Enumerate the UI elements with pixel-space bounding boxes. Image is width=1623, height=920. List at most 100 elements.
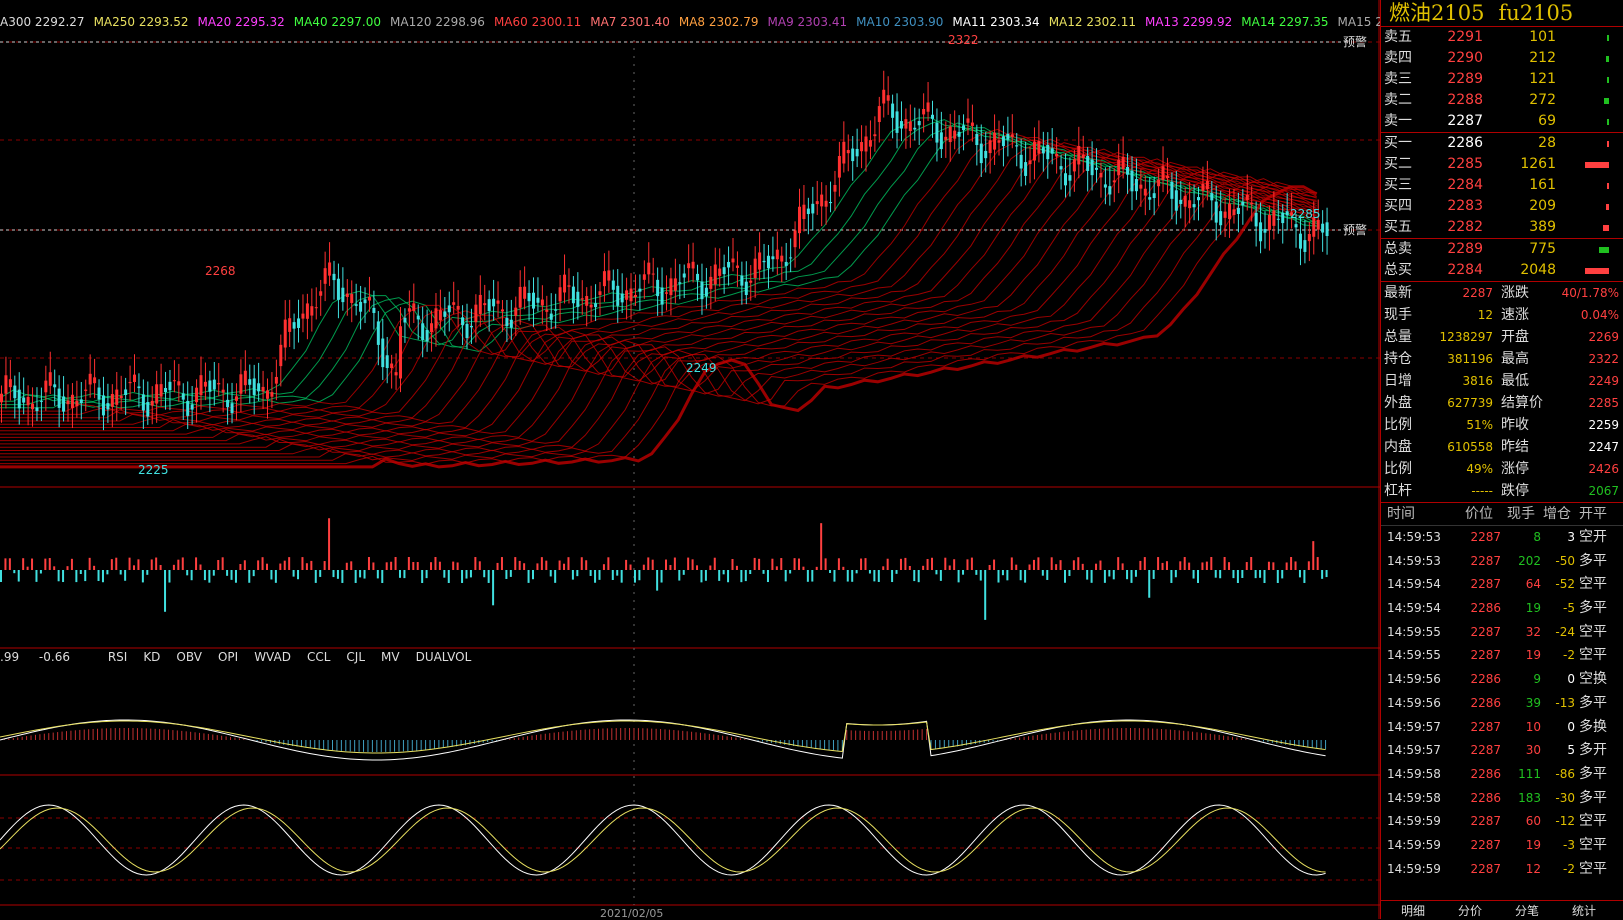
indicator-tab-opi[interactable]: OPI xyxy=(218,650,238,664)
indicator-tab-kd[interactable]: KD xyxy=(143,650,160,664)
tick-time: 14:59:57 xyxy=(1387,739,1441,763)
tick-oi: 0 xyxy=(1541,668,1575,692)
peak-mark: 2268 xyxy=(205,264,236,278)
indicator-tab-obv[interactable]: OBV xyxy=(176,650,202,664)
order-level-row[interactable]: 买二 2285 1261 xyxy=(1381,154,1623,175)
tick-row[interactable]: 14:59:53 2287 8 3 空开 xyxy=(1381,526,1623,550)
order-level-row[interactable]: 卖五 2291 101 xyxy=(1381,27,1623,48)
stat-value: 49% xyxy=(1421,458,1493,480)
ma-label: MA15 2294.74 xyxy=(1338,15,1380,29)
order-level-row[interactable]: 总卖 2289 775 xyxy=(1381,239,1623,260)
level-qty-bar xyxy=(1604,98,1609,104)
level-name: 买四 xyxy=(1384,196,1412,217)
tick-price: 2287 xyxy=(1447,716,1501,740)
indicator-tab-dualvol[interactable]: DUALVOL xyxy=(416,650,472,664)
tick-time: 14:59:54 xyxy=(1387,597,1441,621)
stat-row: 杠杆 ----- 跌停 2067 xyxy=(1381,480,1623,502)
tick-vol: 19 xyxy=(1501,597,1541,621)
tick-kind: 多平 xyxy=(1579,787,1607,811)
level-name: 总卖 xyxy=(1384,239,1412,260)
order-level-row[interactable]: 卖一 2287 69 xyxy=(1381,111,1623,132)
stat-label: 涨停 xyxy=(1501,458,1529,480)
stat-label: 比例 xyxy=(1384,458,1412,480)
indicator-tab-mv[interactable]: MV xyxy=(381,650,400,664)
stat-label: 日增 xyxy=(1384,370,1412,392)
level-qty-bar xyxy=(1599,247,1609,253)
stat-value: 0.04% xyxy=(1541,304,1619,326)
contract-name: 燃油2105 xyxy=(1389,1,1484,25)
ticks-col-time: 时间 xyxy=(1387,503,1415,525)
alert-label-bottom: 预警 xyxy=(1343,222,1367,237)
tick-oi: -5 xyxy=(1541,597,1575,621)
stat-value: 2247 xyxy=(1541,436,1619,458)
tick-list[interactable]: 14:59:53 2287 8 3 空开 14:59:53 2287 202 -50 多平 14:5… xyxy=(1381,526,1623,881)
stat-value: 40/1.78% xyxy=(1541,282,1619,304)
order-level-row[interactable]: 买一 2286 28 xyxy=(1381,133,1623,154)
panel-tab-2[interactable]: 分笔 xyxy=(1515,902,1539,919)
stat-value: 12 xyxy=(1421,304,1493,326)
stat-value: 2259 xyxy=(1541,414,1619,436)
indicator-value-2: -0.66 xyxy=(39,650,70,664)
tick-row[interactable]: 14:59:53 2287 202 -50 多平 xyxy=(1381,550,1623,574)
chart-grid xyxy=(0,0,1380,919)
order-level-row[interactable]: 买五 2282 389 xyxy=(1381,217,1623,238)
tick-row[interactable]: 14:59:57 2287 30 5 多开 xyxy=(1381,739,1623,763)
panel-tab-0[interactable]: 明细 xyxy=(1401,902,1425,919)
indicator-value-1: .99 xyxy=(0,650,19,664)
stat-label: 昨收 xyxy=(1501,414,1529,436)
tick-row[interactable]: 14:59:59 2287 60 -12 空平 xyxy=(1381,810,1623,834)
tick-row[interactable]: 14:59:54 2286 19 -5 多平 xyxy=(1381,597,1623,621)
indicator-tab-bar: .99 -0.66 RSI KD OBV OPI WVAD CCL CJL MV DUALVOL xyxy=(0,650,503,666)
indicator-lines xyxy=(0,720,1326,875)
ma-label: MA20 2295.32 xyxy=(197,15,284,29)
level-price: 2290 xyxy=(1421,48,1483,69)
order-level-row[interactable]: 卖二 2288 272 xyxy=(1381,90,1623,111)
ask-levels: 卖五 2291 101 卖四 2290 212 卖三 2289 121 卖二 2288 272 卖一 22… xyxy=(1381,27,1623,132)
tick-row[interactable]: 14:59:55 2287 19 -2 空平 xyxy=(1381,644,1623,668)
tick-row[interactable]: 14:59:57 2287 10 0 多换 xyxy=(1381,716,1623,740)
level-name: 买二 xyxy=(1384,154,1412,175)
low-mark: 2225 xyxy=(138,463,169,477)
indicator-tab-cjl[interactable]: CJL xyxy=(346,650,365,664)
quote-panel: 燃油2105 fu2105 卖五 2291 101 卖四 2290 212 卖三 2289 121… xyxy=(1380,0,1623,919)
tick-row[interactable]: 14:59:56 2286 9 0 空换 xyxy=(1381,668,1623,692)
tick-row[interactable]: 14:59:56 2286 39 -13 多平 xyxy=(1381,692,1623,716)
ma-label: MA12 2302.11 xyxy=(1049,15,1136,29)
tick-row[interactable]: 14:59:58 2286 111 -86 多平 xyxy=(1381,763,1623,787)
volume-bars xyxy=(0,518,1328,620)
indicator-tab-wvad[interactable]: WVAD xyxy=(254,650,291,664)
level-name: 买一 xyxy=(1384,133,1412,154)
order-level-row[interactable]: 买四 2283 209 xyxy=(1381,196,1623,217)
tick-vol: 12 xyxy=(1501,858,1541,882)
tick-row[interactable]: 14:59:54 2287 64 -52 空平 xyxy=(1381,573,1623,597)
tick-vol: 19 xyxy=(1501,834,1541,858)
ma-label: MA14 2297.35 xyxy=(1241,15,1328,29)
indicator-tab-rsi[interactable]: RSI xyxy=(108,650,128,664)
tick-row[interactable]: 14:59:59 2287 19 -3 空平 xyxy=(1381,834,1623,858)
order-level-row[interactable]: 卖四 2290 212 xyxy=(1381,48,1623,69)
tick-time: 14:59:55 xyxy=(1387,621,1441,645)
tick-kind: 多平 xyxy=(1579,763,1607,787)
order-level-row[interactable]: 买三 2284 161 xyxy=(1381,175,1623,196)
tick-time: 14:59:54 xyxy=(1387,573,1441,597)
indicator-tab-ccl[interactable]: CCL xyxy=(307,650,330,664)
order-level-row[interactable]: 卖三 2289 121 xyxy=(1381,69,1623,90)
stat-label: 内盘 xyxy=(1384,436,1412,458)
bid-levels: 买一 2286 28 买二 2285 1261 买三 2284 161 买四 2283 209 买五 22… xyxy=(1381,133,1623,238)
panel-tab-3[interactable]: 统计 xyxy=(1572,902,1596,919)
panel-tab-1[interactable]: 分价 xyxy=(1458,902,1482,919)
ticks-col-oi: 增仓 xyxy=(1543,503,1571,525)
tick-oi: 0 xyxy=(1541,716,1575,740)
level-qty: 101 xyxy=(1501,27,1556,48)
order-level-row[interactable]: 总买 2284 2048 xyxy=(1381,260,1623,281)
stat-row: 外盘 627739 结算价 2285 xyxy=(1381,392,1623,414)
ma-label: MA10 2303.90 xyxy=(856,15,943,29)
tick-kind: 空平 xyxy=(1579,573,1607,597)
tick-price: 2287 xyxy=(1447,834,1501,858)
tick-row[interactable]: 14:59:58 2286 183 -30 多平 xyxy=(1381,787,1623,811)
level-qty: 161 xyxy=(1501,175,1556,196)
tick-price: 2286 xyxy=(1447,763,1501,787)
tick-row[interactable]: 14:59:59 2287 12 -2 空平 xyxy=(1381,858,1623,882)
tick-row[interactable]: 14:59:55 2287 32 -24 空平 xyxy=(1381,621,1623,645)
